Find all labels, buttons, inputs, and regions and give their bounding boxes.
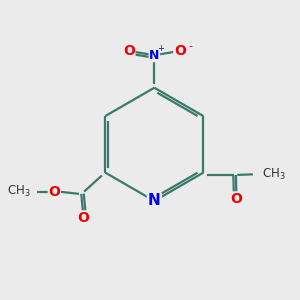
Text: CH$_3$: CH$_3$	[7, 184, 30, 199]
Text: O: O	[78, 211, 89, 225]
Text: O: O	[48, 184, 60, 199]
Text: N: N	[148, 194, 161, 208]
Text: O: O	[123, 44, 135, 58]
Text: O: O	[174, 44, 186, 58]
Text: +: +	[157, 44, 164, 53]
Text: O: O	[230, 192, 242, 206]
Text: N: N	[149, 49, 160, 62]
Text: -: -	[189, 41, 193, 51]
Text: CH$_3$: CH$_3$	[262, 167, 286, 182]
